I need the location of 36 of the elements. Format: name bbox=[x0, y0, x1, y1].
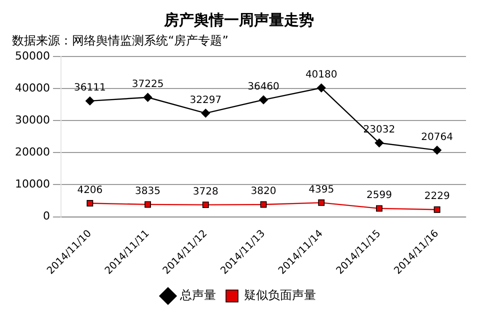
data-label: 20764 bbox=[421, 132, 453, 143]
data-label: 4206 bbox=[77, 184, 103, 196]
chart-subtitle: 数据来源：网络舆情监测系统“房产专题” bbox=[12, 33, 228, 48]
point bbox=[318, 199, 325, 206]
point bbox=[259, 95, 268, 104]
y-tick-label: 20000 bbox=[14, 145, 50, 158]
point bbox=[432, 146, 442, 155]
point bbox=[202, 202, 209, 208]
point bbox=[201, 108, 210, 118]
data-label: 3835 bbox=[135, 186, 161, 198]
legend-label: 总声量 bbox=[179, 288, 216, 302]
point bbox=[434, 206, 440, 213]
point bbox=[86, 200, 94, 206]
point bbox=[374, 138, 384, 148]
data-label: 37225 bbox=[132, 78, 164, 90]
data-label: 36460 bbox=[248, 81, 280, 92]
y-tick-label: 50000 bbox=[14, 49, 50, 62]
chart-title: 房产舆情一周声量走势 bbox=[163, 10, 314, 29]
data-label: 3728 bbox=[192, 186, 218, 198]
data-label: 4395 bbox=[308, 184, 334, 196]
point bbox=[376, 205, 382, 212]
data-label: 36111 bbox=[74, 82, 106, 94]
data-label: 40180 bbox=[305, 69, 338, 80]
y-tick-label: 10000 bbox=[14, 178, 50, 191]
data-label: 32297 bbox=[190, 94, 222, 106]
data-label: 2599 bbox=[366, 190, 392, 202]
point bbox=[144, 201, 152, 208]
point bbox=[143, 92, 152, 102]
y-tick-label: 0 bbox=[42, 210, 50, 223]
legend-label: 疑似负面声量 bbox=[244, 288, 316, 302]
y-tick-label: 40000 bbox=[14, 81, 50, 94]
point bbox=[86, 96, 94, 106]
point bbox=[316, 83, 326, 92]
data-label: 3820 bbox=[250, 186, 276, 198]
y-tick-label: 30000 bbox=[14, 113, 50, 126]
data-label: 2229 bbox=[424, 191, 450, 202]
